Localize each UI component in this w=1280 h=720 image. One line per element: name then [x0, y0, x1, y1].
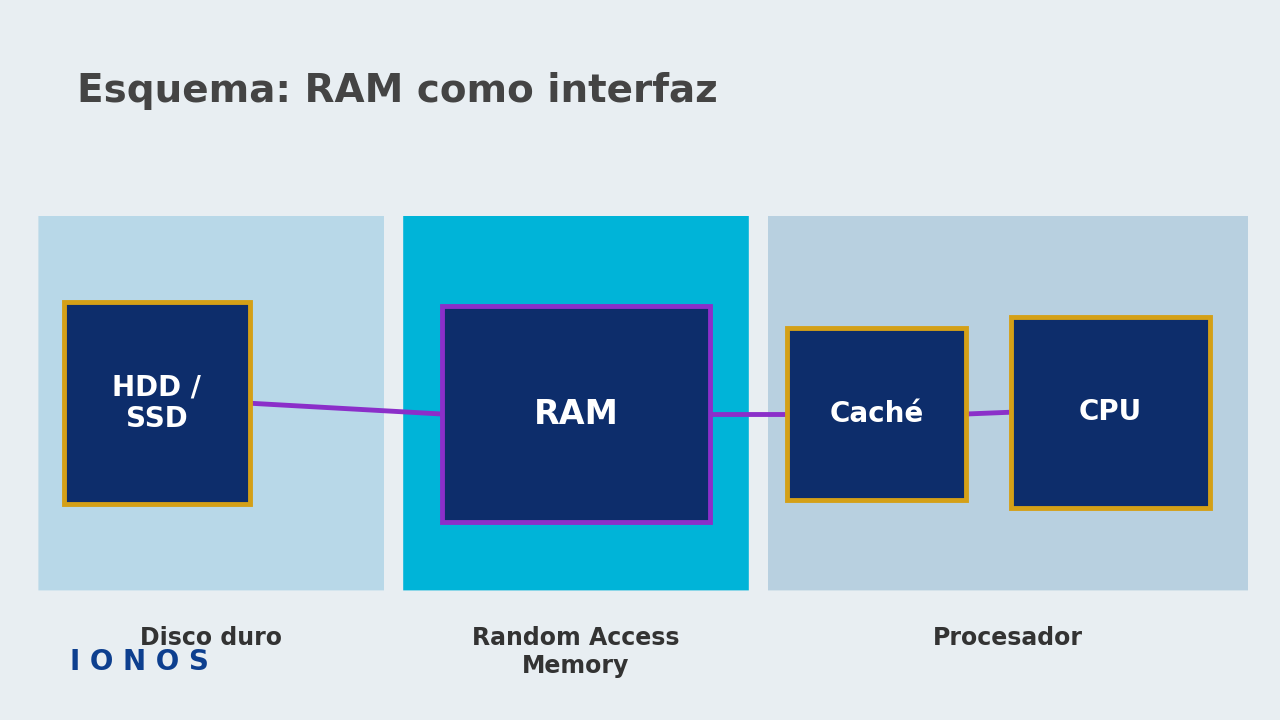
- FancyBboxPatch shape: [787, 328, 966, 500]
- Text: Disco duro: Disco duro: [141, 626, 282, 650]
- Text: CPU: CPU: [1079, 398, 1142, 426]
- Text: HDD /
SSD: HDD / SSD: [113, 373, 201, 433]
- FancyBboxPatch shape: [442, 306, 710, 522]
- Text: Random Access
Memory: Random Access Memory: [472, 626, 680, 678]
- FancyBboxPatch shape: [403, 216, 749, 590]
- Text: RAM: RAM: [534, 397, 618, 431]
- Text: Esquema: RAM como interfaz: Esquema: RAM como interfaz: [77, 72, 718, 110]
- FancyBboxPatch shape: [64, 302, 250, 504]
- FancyBboxPatch shape: [768, 216, 1248, 590]
- FancyBboxPatch shape: [1011, 317, 1210, 508]
- Text: I O N O S: I O N O S: [70, 649, 209, 676]
- Text: Procesador: Procesador: [933, 626, 1083, 650]
- FancyBboxPatch shape: [38, 216, 384, 590]
- Text: Caché: Caché: [829, 400, 924, 428]
